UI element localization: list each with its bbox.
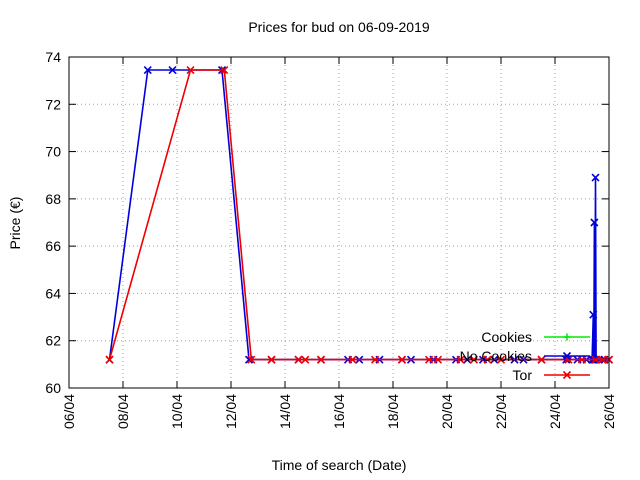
x-tick-label: 18/04	[385, 394, 401, 429]
data-point	[301, 355, 310, 364]
x-tick-label: 08/04	[115, 394, 131, 429]
legend: Cookies No Cookies Tor	[460, 329, 590, 383]
data-point	[537, 355, 546, 364]
legend-label: Cookies	[481, 329, 532, 345]
data-point	[294, 355, 303, 364]
x-tick-label: 16/04	[331, 394, 347, 429]
series-no-cookies	[105, 65, 614, 364]
series-line-tor	[108, 69, 609, 361]
data-point	[267, 355, 276, 364]
legend-item-tor: Tor	[513, 367, 590, 383]
data-point	[370, 355, 380, 364]
data-point	[316, 355, 326, 364]
data-point	[590, 218, 599, 227]
x-tick-label: 24/04	[547, 394, 563, 429]
data-point	[186, 65, 195, 75]
data-series	[105, 65, 614, 364]
legend-marker	[562, 370, 572, 380]
legend-marker	[562, 351, 572, 361]
plot-frame	[68, 56, 610, 389]
y-tick-label: 66	[45, 238, 61, 254]
data-point	[143, 65, 152, 75]
y-tick-label: 74	[45, 49, 61, 65]
data-point	[577, 355, 587, 364]
data-point	[247, 355, 256, 364]
legend-marker	[563, 333, 571, 341]
y-tick-label: 62	[45, 333, 61, 349]
x-tick-label: 22/04	[493, 394, 509, 429]
data-point	[589, 310, 598, 319]
y-tick-label: 70	[45, 144, 61, 160]
legend-item-no-cookies: No Cookies	[460, 348, 590, 364]
data-point	[397, 355, 407, 364]
data-point	[591, 173, 600, 182]
y-tick-label: 64	[45, 285, 61, 301]
x-tick-label: 26/04	[601, 394, 617, 429]
series-line-no-cookies	[108, 69, 609, 361]
axes: 60 62 64 66 68 70 72 74 06/04 08/04 10/04 12/04 14/0…	[45, 49, 617, 429]
data-point	[591, 355, 600, 364]
data-point	[168, 65, 177, 75]
data-point	[469, 355, 479, 364]
y-tick-label: 72	[45, 96, 61, 112]
data-point	[220, 65, 229, 75]
x-axis-label: Time of search (Date)	[272, 457, 407, 473]
data-point	[424, 355, 434, 364]
data-point	[456, 355, 465, 364]
y-axis-label: Price (€)	[7, 197, 23, 250]
chart-title: Prices for bud on 06-09-2019	[248, 19, 430, 35]
data-point	[433, 355, 443, 364]
series-tor	[105, 65, 614, 364]
data-point	[348, 355, 357, 364]
data-point	[496, 355, 506, 364]
x-tick-label: 14/04	[277, 394, 293, 429]
y-tick-label: 60	[45, 380, 61, 396]
legend-label: No Cookies	[460, 348, 532, 364]
data-point	[483, 355, 492, 364]
legend-item-cookies: Cookies	[481, 329, 590, 345]
x-tick-label: 12/04	[223, 394, 239, 429]
legend-label: Tor	[513, 367, 533, 383]
y-tick-label: 68	[45, 191, 61, 207]
x-tick-label: 06/04	[61, 394, 77, 429]
data-point	[105, 355, 114, 364]
x-tick-label: 20/04	[439, 394, 455, 429]
x-tick-label: 10/04	[169, 394, 185, 429]
data-point	[598, 355, 607, 364]
